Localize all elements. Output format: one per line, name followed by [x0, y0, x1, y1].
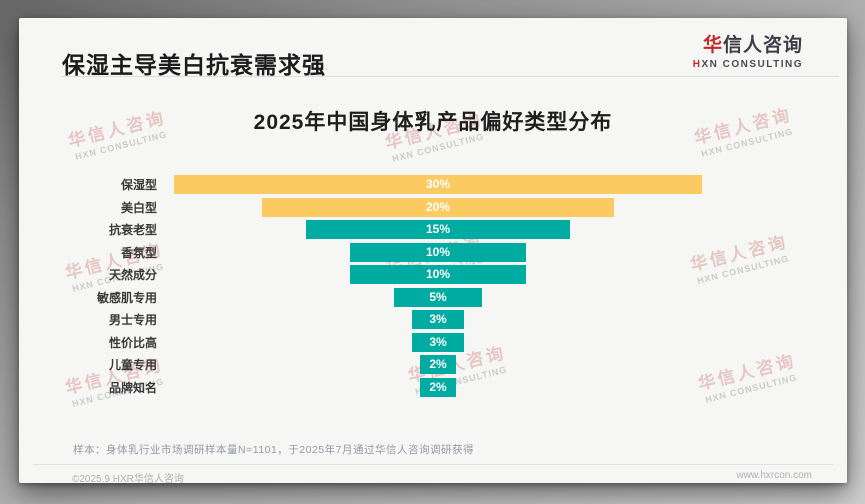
category-label: 美白型	[120, 200, 157, 215]
chart-row: 美白型 20%	[19, 197, 847, 217]
page-title: 保湿主导美白抗衰需求强	[62, 52, 326, 78]
bar-value-label: 10%	[425, 267, 451, 281]
bar: 3%	[411, 332, 465, 352]
bar: 3%	[411, 310, 465, 329]
bar-track: 10%	[167, 265, 847, 284]
bar-track: 15%	[167, 220, 847, 239]
chart-row: 天然成分 10%	[19, 265, 847, 284]
bar-value-label: 3%	[429, 334, 447, 349]
copyright-text: ©2025.9 HXR华信人咨询	[72, 474, 184, 485]
bar-track: 2%	[167, 377, 847, 397]
footer-divider	[33, 464, 833, 465]
chart-row: 保湿型 30%	[19, 175, 847, 194]
bar-value-label: 2%	[429, 379, 447, 394]
chart-row: 品牌知名 2%	[19, 377, 847, 397]
bar-value-label: 20%	[425, 199, 451, 214]
category-label: 品牌知名	[108, 380, 157, 395]
company-logo: 华信人咨询 HXN CONSULTING	[692, 35, 803, 70]
category-label: 香氛型	[120, 245, 157, 260]
bar-track: 5%	[167, 287, 847, 307]
bar-track: 2%	[167, 355, 847, 374]
bar-value-label: 5%	[429, 289, 447, 304]
bar-value-label: 30%	[425, 177, 451, 191]
website-text: www.hxrcon.com	[736, 470, 812, 481]
chart-row: 男士专用 3%	[19, 310, 847, 329]
bar: 5%	[394, 287, 482, 307]
bar: 10%	[350, 265, 526, 284]
chart-row: 香氛型 10%	[19, 242, 847, 262]
bar-value-label: 2%	[429, 357, 447, 371]
bar: 10%	[350, 242, 526, 262]
category-label: 儿童专用	[108, 358, 157, 372]
bar-value-label: 3%	[429, 312, 447, 326]
chart-row: 性价比高 3%	[19, 332, 847, 352]
bar-value-label: 10%	[425, 244, 451, 259]
bar-track: 10%	[167, 242, 847, 262]
bar-track: 3%	[167, 332, 847, 352]
bar: 2%	[420, 377, 456, 397]
bar-track: 30%	[167, 175, 847, 194]
slide-card: 华信人咨询 HXN CONSULTING 华信人咨询 HXN CONSULTING 华信…	[19, 18, 847, 485]
category-label: 敏感肌专用	[96, 290, 157, 305]
chart-row: 抗衰老型 15%	[19, 220, 847, 239]
bar-track: 20%	[167, 197, 847, 217]
chart-row: 儿童专用 2%	[19, 355, 847, 374]
header-divider	[62, 76, 839, 77]
category-label: 天然成分	[108, 268, 157, 282]
chart-row: 敏感肌专用 5%	[19, 287, 847, 307]
sample-note: 样本：身体乳行业市场调研样本量N=1101，于2025年7月通过华信人咨询调研获…	[73, 444, 474, 456]
bar: 20%	[262, 197, 614, 217]
category-label: 保湿型	[120, 178, 157, 192]
bar-value-label: 15%	[425, 222, 451, 236]
logo-en-text: HXN CONSULTING	[692, 58, 803, 70]
bar: 2%	[420, 355, 456, 374]
bar: 30%	[174, 175, 702, 194]
bar: 15%	[306, 220, 570, 239]
funnel-bar-chart: 保湿型 30% 美白型 20% 抗衰老型 15% 香氛型 10% 天然成分 10% 敏感肌专用 5% 男…	[19, 175, 847, 400]
logo-cn-text: 华信人咨询	[702, 35, 803, 56]
bar-track: 3%	[167, 310, 847, 329]
category-label: 男士专用	[108, 313, 157, 327]
category-label: 抗衰老型	[108, 223, 157, 237]
category-label: 性价比高	[108, 335, 157, 350]
chart-title: 2025年中国身体乳产品偏好类型分布	[253, 111, 613, 134]
